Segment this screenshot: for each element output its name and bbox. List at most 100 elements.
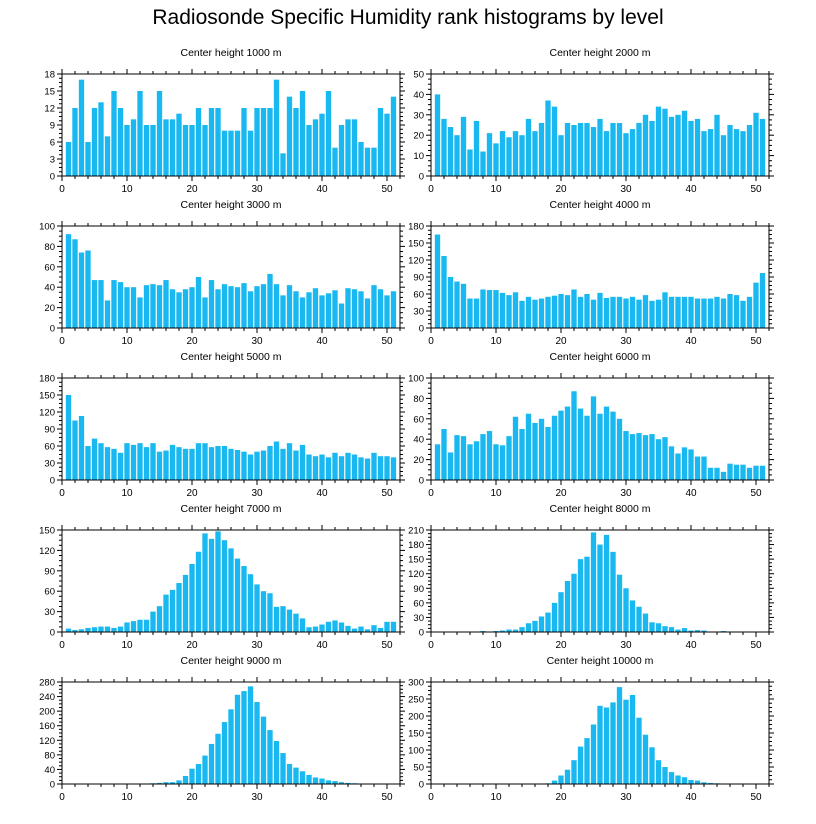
y-tick-label: 12 bbox=[44, 104, 55, 115]
histogram-bar bbox=[623, 699, 629, 784]
x-tick-label: 20 bbox=[555, 336, 567, 347]
histogram-bar bbox=[655, 623, 662, 632]
histogram-bar bbox=[260, 108, 267, 176]
histogram-bar bbox=[499, 131, 506, 176]
histogram-bar bbox=[104, 300, 111, 328]
histogram-bar bbox=[182, 775, 189, 784]
histogram-bar bbox=[143, 125, 150, 176]
histogram-bar bbox=[286, 443, 293, 480]
histogram-bar bbox=[85, 250, 91, 328]
histogram-bar bbox=[512, 131, 519, 176]
histogram-bar bbox=[98, 280, 104, 328]
histogram-bar bbox=[332, 781, 338, 784]
histogram-bar bbox=[98, 443, 104, 480]
y-tick-label: 0 bbox=[419, 628, 424, 639]
histogram-bar bbox=[156, 91, 163, 176]
x-tick-label: 10 bbox=[490, 792, 502, 803]
histogram-bar bbox=[208, 538, 215, 632]
histogram-bar bbox=[701, 782, 707, 784]
histogram-bar bbox=[390, 621, 397, 632]
histogram-bar bbox=[319, 624, 325, 632]
x-tick-label: 30 bbox=[251, 336, 263, 347]
histogram-bar bbox=[558, 135, 564, 176]
y-tick-label: 20 bbox=[413, 131, 424, 142]
histogram-bar bbox=[202, 125, 208, 176]
y-tick-label: 20 bbox=[44, 303, 55, 314]
histogram-bar bbox=[208, 108, 215, 176]
y-tick-label: 80 bbox=[44, 242, 55, 253]
histogram-bar bbox=[319, 778, 325, 784]
histogram-bar bbox=[623, 588, 629, 632]
histogram-bar bbox=[519, 300, 525, 328]
histogram-bar bbox=[519, 627, 525, 632]
histogram-bar bbox=[662, 626, 668, 632]
histogram-bar bbox=[299, 297, 306, 328]
histogram-bar bbox=[241, 108, 247, 176]
histogram-bar bbox=[202, 533, 208, 632]
histogram-bar bbox=[668, 296, 675, 328]
histogram-bar bbox=[215, 531, 221, 632]
histogram-bar bbox=[306, 292, 312, 328]
histogram-bar bbox=[293, 613, 299, 632]
histogram-bar bbox=[195, 108, 202, 176]
histogram-panel: Center height 9000 m 0 10 20 30 40 50 0 40 80 120 1… bbox=[39, 655, 405, 803]
histogram-bar bbox=[117, 282, 124, 328]
histogram-panel: Center height 1000 m 0 10 20 30 40 50 0 3 6 9 12 15 1… bbox=[44, 47, 405, 195]
histogram-bar bbox=[688, 296, 694, 328]
histogram-bar bbox=[467, 444, 473, 480]
histogram-bar bbox=[306, 774, 312, 784]
histogram-bar bbox=[577, 296, 584, 328]
x-tick-label: 50 bbox=[381, 488, 393, 499]
histogram-bar bbox=[545, 426, 551, 480]
histogram-bar bbox=[130, 444, 137, 480]
histogram-bar bbox=[247, 130, 254, 176]
histogram-bar bbox=[460, 116, 467, 176]
histogram-bar bbox=[247, 686, 254, 784]
histogram-bar bbox=[616, 418, 623, 480]
histogram-bar bbox=[733, 464, 740, 480]
histogram-bar bbox=[486, 133, 493, 176]
histogram-bar bbox=[714, 114, 720, 176]
histogram-bar bbox=[707, 782, 714, 784]
histogram-bar bbox=[377, 627, 384, 632]
y-tick-label: 100 bbox=[39, 222, 55, 233]
histogram-bar bbox=[325, 621, 332, 632]
histogram-bar bbox=[351, 628, 358, 632]
histogram-bar bbox=[480, 434, 486, 480]
histogram-bar bbox=[525, 296, 532, 328]
histogram-bar bbox=[434, 94, 441, 176]
histogram-bar bbox=[351, 454, 358, 480]
histogram-bar bbox=[345, 625, 351, 632]
histogram-bar bbox=[293, 450, 299, 480]
histogram-panel: Center height 3000 m 0 10 20 30 40 50 0 20 40 60 80… bbox=[39, 199, 405, 347]
histogram-bar bbox=[377, 289, 384, 328]
histogram-bar bbox=[390, 96, 397, 176]
x-tick-label: 10 bbox=[121, 336, 133, 347]
panel-title: Center height 8000 m bbox=[550, 503, 651, 515]
histogram-bar bbox=[564, 406, 571, 480]
y-tick-label: 200 bbox=[408, 712, 424, 723]
histogram-bar bbox=[434, 444, 441, 480]
histogram-bar bbox=[247, 574, 254, 632]
x-tick-label: 40 bbox=[316, 488, 328, 499]
histogram-bar bbox=[603, 534, 610, 632]
x-tick-label: 30 bbox=[620, 792, 632, 803]
histogram-bar bbox=[169, 444, 176, 480]
histogram-bar bbox=[623, 133, 629, 176]
histogram-bar bbox=[202, 443, 208, 480]
panel-title: Center height 7000 m bbox=[181, 503, 282, 515]
histogram-bar bbox=[384, 621, 390, 632]
x-tick-label: 10 bbox=[490, 336, 502, 347]
histogram-bar bbox=[91, 627, 98, 632]
x-tick-label: 30 bbox=[251, 792, 263, 803]
x-tick-label: 50 bbox=[381, 640, 393, 651]
histogram-bar bbox=[740, 464, 746, 480]
histogram-bar bbox=[267, 108, 273, 176]
histogram-bar bbox=[215, 108, 221, 176]
histogram-bar bbox=[720, 298, 727, 328]
y-tick-label: 160 bbox=[39, 721, 55, 732]
histogram-bar bbox=[603, 707, 610, 784]
histogram-bar bbox=[111, 448, 117, 480]
histogram-bar bbox=[441, 118, 447, 176]
y-tick-label: 180 bbox=[39, 374, 55, 385]
